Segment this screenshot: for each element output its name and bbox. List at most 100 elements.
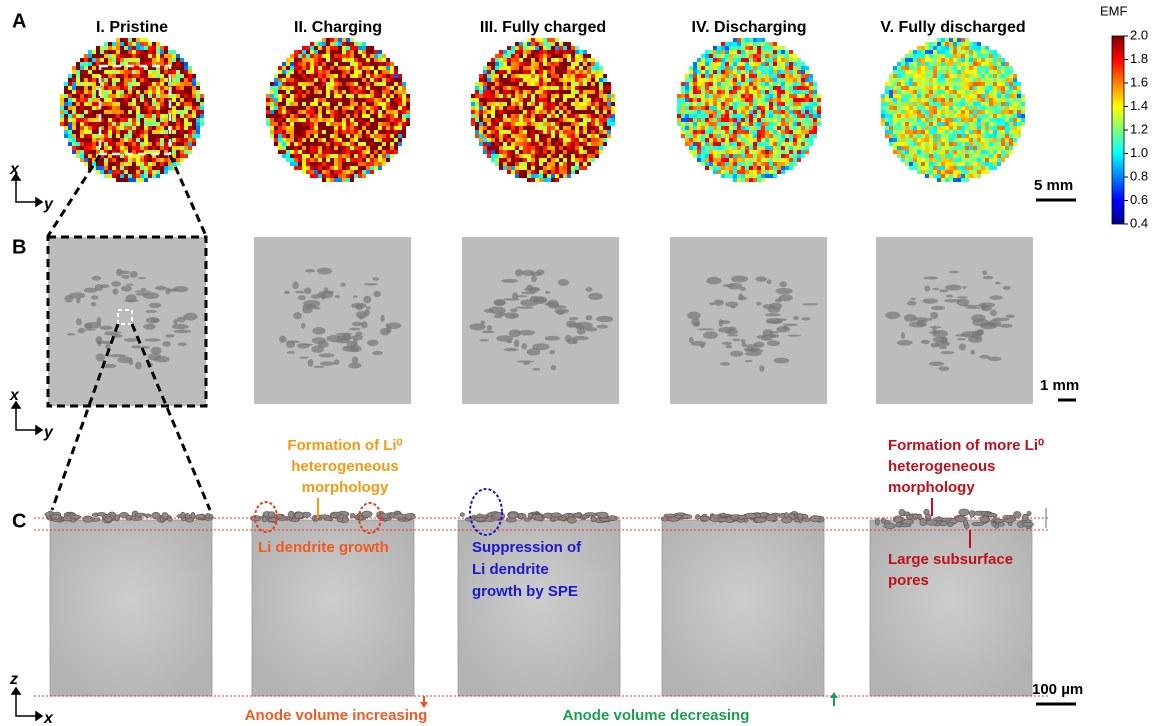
emf-pixel	[507, 46, 511, 50]
emf-pixel	[757, 94, 761, 98]
emf-pixel	[64, 90, 68, 94]
emf-pixel	[611, 102, 615, 106]
emf-pixel	[294, 94, 298, 98]
emf-pixel	[354, 102, 358, 106]
emf-pixel	[817, 122, 821, 126]
emf-pixel	[326, 178, 330, 182]
emf-pixel	[745, 154, 749, 158]
emf-pixel	[681, 102, 685, 106]
emf-pixel	[551, 146, 555, 150]
emf-pixel	[112, 126, 116, 130]
emf-pixel	[266, 98, 270, 102]
emf-pixel	[330, 150, 334, 154]
emf-pixel	[511, 138, 515, 142]
emf-pixel	[539, 82, 543, 86]
emf-pixel	[761, 82, 765, 86]
emf-pixel	[547, 178, 551, 182]
emf-pixel	[507, 94, 511, 98]
emf-pixel	[571, 166, 575, 170]
li-deposit	[475, 517, 486, 521]
emf-pixel	[156, 122, 160, 126]
emf-pixel	[571, 170, 575, 174]
emf-pixel	[765, 146, 769, 150]
emf-pixel	[72, 110, 76, 114]
emf-pixel	[168, 166, 172, 170]
emf-pixel	[757, 58, 761, 62]
emf-pixel	[495, 70, 499, 74]
emf-pixel	[483, 134, 487, 138]
emf-pixel	[793, 130, 797, 134]
emf-pixel	[953, 42, 957, 46]
emf-pixel	[729, 90, 733, 94]
emf-pixel	[1005, 74, 1009, 78]
emf-pixel	[318, 170, 322, 174]
pore	[567, 339, 576, 345]
emf-pixel	[346, 54, 350, 58]
emf-pixel	[539, 90, 543, 94]
emf-pixel	[785, 78, 789, 82]
emf-pixel	[128, 58, 132, 62]
emf-pixel	[543, 118, 547, 122]
emf-pixel	[128, 38, 132, 42]
emf-pixel	[491, 74, 495, 78]
emf-pixel	[330, 70, 334, 74]
emf-pixel	[781, 142, 785, 146]
emf-pixel	[913, 94, 917, 98]
emf-pixel	[378, 114, 382, 118]
emf-pixel	[483, 138, 487, 142]
emf-pixel	[941, 70, 945, 74]
emf-pixel	[757, 126, 761, 130]
emf-pixel	[507, 102, 511, 106]
emf-pixel	[200, 102, 204, 106]
emf-pixel	[503, 142, 507, 146]
emf-pixel	[603, 118, 607, 122]
emf-pixel	[531, 122, 535, 126]
emf-pixel	[965, 54, 969, 58]
pore	[292, 281, 299, 289]
emf-pixel	[749, 110, 753, 114]
emf-pixel	[897, 62, 901, 66]
li-deposit	[591, 516, 596, 521]
pore	[126, 284, 134, 286]
emf-pixel	[282, 70, 286, 74]
emf-pixel	[749, 146, 753, 150]
emf-pixel	[709, 78, 713, 82]
emf-pixel	[76, 90, 80, 94]
emf-pixel	[398, 98, 402, 102]
emf-pixel	[350, 94, 354, 98]
emf-pixel	[961, 58, 965, 62]
emf-pixel	[909, 50, 913, 54]
emf-pixel	[124, 174, 128, 178]
emf-pixel	[761, 54, 765, 58]
emf-pixel	[753, 70, 757, 74]
emf-pixel	[362, 158, 366, 162]
emf-pixel	[366, 78, 370, 82]
emf-pixel	[701, 142, 705, 146]
emf-pixel	[551, 126, 555, 130]
emf-pixel	[84, 118, 88, 122]
pore	[319, 353, 335, 357]
emf-pixel	[136, 130, 140, 134]
emf-pixel	[298, 126, 302, 130]
emf-pixel	[112, 134, 116, 138]
emf-pixel	[370, 78, 374, 82]
emf-pixel	[350, 134, 354, 138]
emf-pixel	[495, 82, 499, 86]
emf-pixel	[72, 146, 76, 150]
emf-pixel	[595, 122, 599, 126]
emf-pixel	[503, 162, 507, 166]
emf-pixel	[354, 138, 358, 142]
emf-pixel	[306, 142, 310, 146]
pore	[380, 328, 390, 336]
emf-pixel	[973, 70, 977, 74]
emf-pixel	[563, 66, 567, 70]
emf-pixel	[282, 134, 286, 138]
emf-pixel	[318, 166, 322, 170]
emf-pixel	[140, 122, 144, 126]
emf-pixel	[358, 54, 362, 58]
emf-pixel	[733, 114, 737, 118]
emf-pixel	[595, 146, 599, 150]
emf-pixel	[164, 90, 168, 94]
emf-pixel	[599, 78, 603, 82]
emf-pixel	[757, 106, 761, 110]
